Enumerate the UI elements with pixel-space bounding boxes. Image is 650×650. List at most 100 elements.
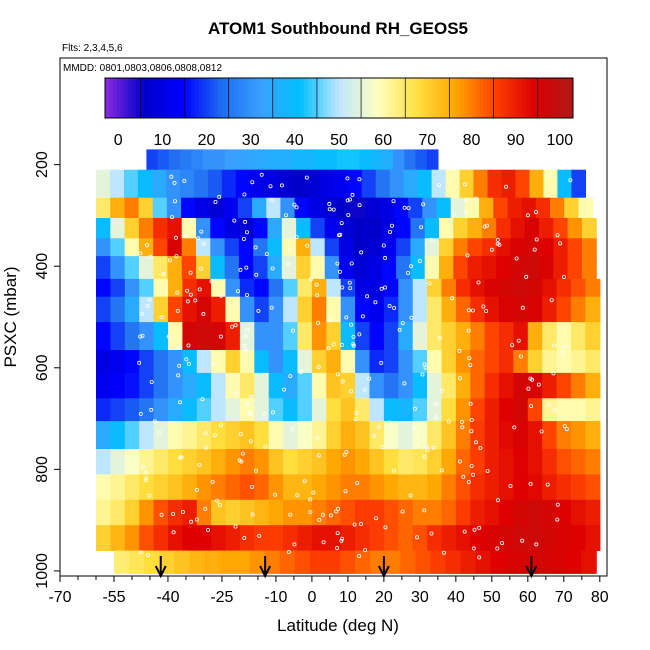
heatmap-cell-3-28 [496, 218, 512, 239]
heatmap-cell-1-6 [179, 169, 195, 198]
heatmap-cell-14-20 [383, 474, 399, 501]
obs-point-143 [315, 320, 320, 325]
obs-point-73 [317, 517, 322, 522]
obs-point-378 [201, 241, 206, 246]
heatmap-cell-10-24 [441, 372, 457, 399]
colorbar-swatch-109 [530, 78, 535, 118]
obs-point-328 [217, 503, 222, 508]
heatmap-cell-13-10 [239, 449, 255, 475]
heatmap-cell-13-30 [527, 449, 543, 475]
heatmap-cell-12-34 [585, 421, 601, 450]
heatmap-cell-0-4 [191, 149, 203, 171]
heatmap-cell-4-14 [296, 238, 311, 257]
obs-point-329 [359, 250, 364, 255]
heatmap-cell-8-9 [225, 322, 241, 351]
heatmap-cell-16-31 [542, 525, 558, 551]
obs-point-154 [144, 243, 149, 248]
colorbar-swatch-56 [323, 78, 328, 118]
colorbar-swatch-20 [183, 78, 188, 118]
obs-point-383 [469, 429, 474, 434]
heatmap-cell-6-16 [326, 278, 342, 298]
obs-point-363 [400, 509, 405, 514]
obs-point-314 [471, 472, 476, 477]
heatmap-cell-8-22 [412, 322, 428, 351]
obs-point-228 [381, 243, 386, 248]
obs-point-401 [146, 553, 151, 558]
heatmap-cell-7-14 [297, 296, 313, 323]
heatmap-cell-6-32 [556, 278, 572, 298]
heatmap-cell-12-7 [196, 421, 212, 450]
colorbar-swatch-70 [378, 78, 383, 118]
heatmap-cell-7-11 [254, 296, 270, 323]
plot-frame [59, 57, 608, 577]
obs-point-308 [560, 351, 565, 356]
obs-point-416 [349, 322, 354, 327]
colorbar-swatch-65 [358, 78, 363, 118]
colorbar-swatch-47 [288, 78, 293, 118]
heatmap-cell-8-27 [484, 322, 500, 351]
obs-point-20 [549, 298, 554, 303]
colorbar-swatch-71 [381, 78, 387, 118]
obs-point-311 [250, 512, 255, 517]
obs-point-354 [152, 419, 157, 424]
heatmap-cell-8-1 [110, 322, 126, 351]
heatmap-cell-15-30 [527, 499, 543, 526]
heatmap-cell-13-2 [124, 449, 140, 475]
colorbar-swatch-42 [268, 78, 274, 118]
heatmap-cell-0-6 [213, 149, 226, 171]
heatmap-cell-1-3 [137, 169, 153, 198]
heatmap-cell-3-22 [410, 218, 426, 239]
colorbar-swatch-51 [303, 78, 309, 118]
obs-point-227 [355, 480, 360, 485]
heatmap-cell-13-14 [297, 449, 313, 475]
colorbar-swatch-35 [241, 78, 246, 118]
obs-point-417 [402, 205, 407, 210]
heatmap-cell-16-32 [556, 525, 572, 551]
heatmap-cell-3-2 [124, 218, 140, 239]
heatmap-cell-16-17 [340, 525, 356, 551]
heatmap-cell-2-29 [507, 197, 523, 219]
colorbar-swatch-94 [471, 78, 476, 118]
heatmap-cell-9-8 [211, 350, 227, 374]
obs-point-144 [210, 479, 215, 484]
obs-point-153 [512, 425, 517, 430]
obs-point-66 [429, 237, 434, 242]
heatmap-cell-16-24 [441, 525, 457, 551]
heatmap-cell-12-3 [139, 421, 155, 450]
obs-point-69 [305, 243, 310, 248]
obs-point-155 [568, 178, 573, 183]
heatmap-cell-4-18 [353, 238, 369, 257]
heatmap-cell-6-33 [571, 278, 586, 298]
heatmap-cell-7-29 [513, 296, 529, 323]
heatmap-cell-7-3 [139, 296, 155, 323]
obs-point-233 [211, 361, 216, 366]
heatmap-cell-14-14 [297, 474, 313, 501]
colorbar-swatch-46 [284, 78, 289, 118]
obs-point-139 [439, 468, 444, 473]
heatmap-cell-15-29 [513, 499, 529, 526]
colorbar-tick-10: 10 [154, 132, 172, 149]
colorbar-swatch-68 [370, 78, 375, 118]
heatmap-cell-5-2 [124, 256, 140, 280]
heatmap-cell-12-25 [455, 421, 471, 450]
heatmap-cell-14-32 [556, 474, 572, 501]
heatmap-cell-9-7 [196, 350, 212, 374]
obs-point-4 [421, 202, 426, 207]
obs-point-395 [433, 415, 438, 420]
heatmap-cell-12-32 [556, 421, 572, 450]
obs-point-41 [347, 197, 352, 202]
obs-point-397 [437, 336, 442, 341]
heatmap-cell-3-13 [281, 218, 297, 239]
heatmap-cell-13-32 [556, 449, 572, 475]
heatmap-cell-16-11 [254, 525, 270, 551]
heatmap-cell-7-32 [556, 296, 572, 323]
obs-point-268 [335, 261, 340, 266]
obs-point-200 [340, 379, 345, 384]
heatmap-cell-4-2 [124, 238, 140, 257]
colorbar-swatch-78 [409, 78, 414, 118]
obs-point-221 [462, 182, 467, 187]
obs-point-93 [282, 387, 287, 392]
heatmap-cell-12-24 [441, 421, 457, 450]
obs-point-34 [524, 274, 529, 279]
colorbar-swatch-41 [264, 78, 270, 118]
